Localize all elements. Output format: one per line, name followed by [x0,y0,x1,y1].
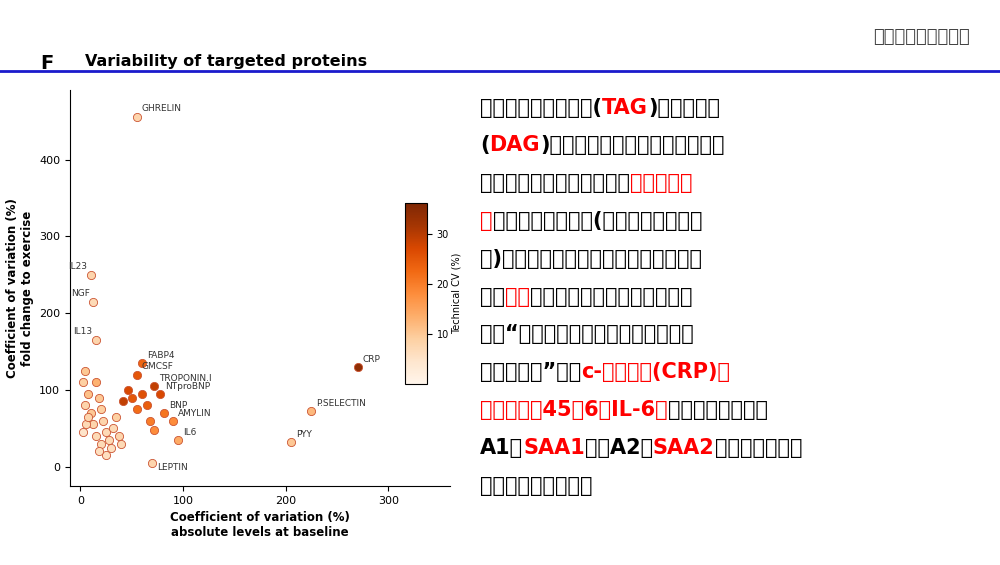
Text: SAA2: SAA2 [653,438,715,458]
Text: 白细胞介素45（6（IL-6）: 白细胞介素45（6（IL-6） [480,400,668,420]
Text: IL6: IL6 [183,428,196,437]
Point [105,424,121,433]
Point [80,412,96,421]
Text: 咯)。使用可变转录本进行的富集分析发: 咯)。使用可变转录本进行的富集分析发 [480,249,702,269]
Text: A1（: A1（ [480,438,523,458]
Text: 炎症: 炎症 [505,286,530,307]
Text: Variability of targeted proteins: Variability of targeted proteins [85,54,367,69]
Point [146,381,162,390]
Text: PYY: PYY [296,430,312,439]
Point [283,438,299,447]
Point [111,432,127,441]
Text: CRP: CRP [363,355,381,364]
Text: 和血清淠粉样蛋白: 和血清淠粉样蛋白 [668,400,768,420]
Text: DAG: DAG [490,136,540,155]
Text: P.SELECTIN: P.SELECTIN [316,399,366,408]
Point [93,439,109,448]
Text: 包括“先天免疫细胞和适应性免疫细胞: 包括“先天免疫细胞和适应性免疫细胞 [480,324,694,344]
Point [103,443,119,452]
Text: IL13: IL13 [73,327,93,336]
Point [75,428,91,437]
Y-axis label: Coefficient of variation (%)
fold change to exercise: Coefficient of variation (%) fold change… [6,198,34,378]
Point [91,393,107,402]
Text: 外源性小分: 外源性小分 [630,173,692,193]
Text: 现，: 现， [480,286,505,307]
Point [134,389,150,398]
Point [142,416,158,425]
Point [83,408,99,418]
Text: 之间的通信”等。: 之间的通信”等。 [480,362,581,382]
Point [83,270,99,279]
Point [88,432,104,441]
Text: 步支持了这一观点。: 步支持了这一观点。 [480,476,592,496]
Point [95,416,111,425]
Point [139,401,155,410]
Text: )的种类变化最多。同样，从环境: )的种类变化最多。同样，从环境 [540,136,724,155]
Point [77,366,93,375]
Text: ）和A2（: ）和A2（ [585,438,653,458]
Text: BNP: BNP [170,401,188,410]
Point [115,397,131,406]
Text: 子: 子 [480,211,492,231]
Text: c-反应蛋白(CRP)、: c-反应蛋白(CRP)、 [581,362,730,382]
Point [80,389,96,398]
Text: 最易变的生物学过程，其通路: 最易变的生物学过程，其通路 [530,286,692,307]
Point [78,420,94,429]
Text: GHRELIN: GHRELIN [142,105,182,114]
Point [129,113,145,122]
Text: TAG: TAG [602,98,648,118]
X-axis label: Coefficient of variation (%)
absolute levels at baseline: Coefficient of variation (%) absolute le… [170,511,350,539]
Point [113,439,129,448]
Text: GMCSF: GMCSF [142,363,174,371]
Point [98,428,114,437]
Text: )和二甘油酯: )和二甘油酯 [648,98,720,118]
Text: (: ( [480,136,490,155]
Point [108,412,124,421]
Point [77,401,93,410]
Point [88,378,104,387]
Point [165,416,181,425]
Point [156,408,172,418]
Point [129,370,145,379]
Point [146,425,162,434]
Text: TROPONIN.I: TROPONIN.I [159,374,212,383]
Point [93,405,109,414]
Point [303,407,319,416]
Point [85,420,101,429]
Point [350,362,366,371]
Point [134,359,150,368]
Text: SAA1: SAA1 [523,438,585,458]
Point [91,447,107,456]
Point [129,405,145,414]
Point [170,435,186,444]
Text: NTproBNP: NTproBNP [166,382,211,390]
Text: 在脂类中，甘油三酯(: 在脂类中，甘油三酯( [480,98,602,118]
Point [88,336,104,345]
Point [101,435,117,444]
Point [120,385,136,394]
Text: 中获得的或微生物组产生的: 中获得的或微生物组产生的 [480,173,630,193]
Point [98,451,114,460]
Text: 是最易变的代谢物(如次生胆汁酸和吱: 是最易变的代谢物(如次生胆汁酸和吱 [492,211,702,231]
Point [75,378,91,387]
Point [124,393,140,402]
Text: LEPTIN: LEPTIN [157,463,188,472]
Point [152,389,168,398]
Text: ）的变异性进一: ）的变异性进一 [715,438,802,458]
Text: NGF: NGF [71,289,90,298]
Text: IL23: IL23 [68,262,87,271]
Y-axis label: Technical CV (%): Technical CV (%) [452,253,462,334]
Point [144,458,160,467]
Text: F: F [40,54,53,73]
Point [85,297,101,306]
Text: 运动科学与科学运动: 运动科学与科学运动 [873,28,970,46]
Text: FABP4: FABP4 [147,351,175,360]
Text: AMYLIN: AMYLIN [178,408,211,418]
